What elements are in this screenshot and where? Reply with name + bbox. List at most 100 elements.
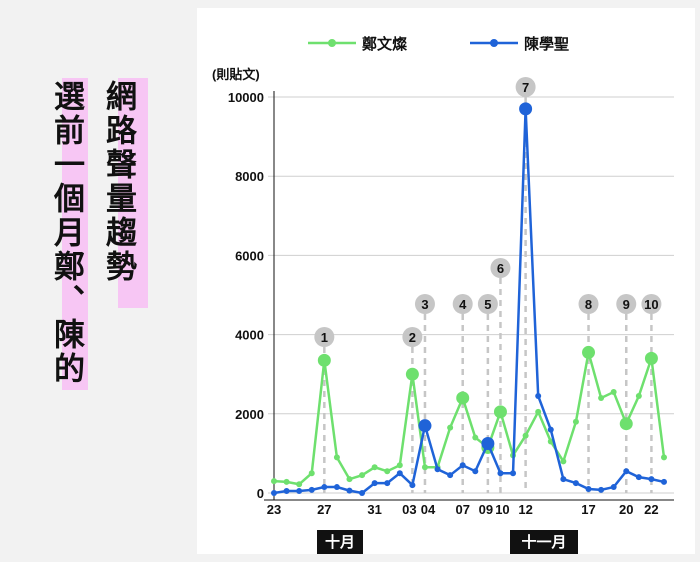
data-point bbox=[346, 487, 353, 494]
x-tick-label: 07 bbox=[455, 502, 469, 517]
data-point bbox=[409, 482, 416, 489]
annotation-marker bbox=[578, 294, 599, 314]
x-tick-label: 22 bbox=[644, 502, 658, 517]
data-point bbox=[384, 480, 391, 487]
data-point bbox=[317, 353, 331, 367]
data-point bbox=[271, 478, 277, 485]
data-point bbox=[308, 486, 315, 493]
annotation-marker bbox=[490, 258, 511, 278]
data-point bbox=[582, 345, 596, 359]
data-point bbox=[384, 468, 391, 475]
y-tick-label: 6000 bbox=[235, 248, 264, 263]
annotation-label: 3 bbox=[421, 297, 428, 312]
data-point bbox=[283, 488, 290, 495]
x-tick-label: 10 bbox=[495, 502, 509, 517]
data-point bbox=[421, 464, 428, 471]
data-point bbox=[308, 470, 315, 477]
data-point bbox=[535, 408, 542, 415]
data-point bbox=[610, 484, 617, 491]
series-line-0 bbox=[273, 352, 666, 486]
data-point bbox=[560, 476, 567, 483]
x-tick-label: 04 bbox=[421, 502, 436, 517]
data-point bbox=[371, 480, 378, 487]
data-point bbox=[648, 476, 655, 483]
data-point bbox=[661, 478, 667, 485]
data-point bbox=[472, 468, 479, 475]
month-label-november: 十一月 bbox=[510, 530, 578, 554]
legend-swatch-dot bbox=[490, 39, 498, 47]
data-point bbox=[346, 476, 353, 483]
data-point bbox=[661, 454, 667, 461]
data-point bbox=[619, 417, 633, 431]
annotation-label: 7 bbox=[522, 80, 529, 95]
annotation-label: 9 bbox=[623, 297, 630, 312]
data-point bbox=[481, 437, 495, 450]
data-point bbox=[447, 472, 454, 479]
data-point bbox=[560, 458, 567, 465]
data-point bbox=[333, 454, 340, 461]
annotation-marker bbox=[515, 77, 536, 97]
data-point bbox=[519, 102, 533, 116]
data-point bbox=[296, 488, 303, 495]
y-tick-label: 2000 bbox=[235, 407, 264, 422]
month-label-october: 十月 bbox=[317, 530, 363, 554]
annotation-label: 4 bbox=[459, 297, 467, 312]
legend-label: 陳學聖 bbox=[524, 35, 569, 53]
data-point bbox=[572, 480, 579, 487]
data-point bbox=[359, 472, 366, 479]
data-point bbox=[598, 486, 605, 493]
data-point bbox=[396, 462, 403, 469]
data-point bbox=[472, 434, 479, 441]
data-point bbox=[497, 470, 504, 477]
annotation-marker bbox=[616, 294, 637, 314]
data-point bbox=[321, 484, 328, 491]
data-point bbox=[610, 389, 617, 396]
data-point bbox=[418, 419, 432, 433]
y-axis-label: (則貼文) bbox=[212, 67, 260, 82]
data-point bbox=[535, 392, 542, 399]
data-point bbox=[644, 351, 658, 365]
annotation-marker bbox=[414, 294, 435, 314]
x-tick-label: 17 bbox=[581, 502, 595, 517]
data-point bbox=[434, 466, 441, 473]
y-tick-label: 4000 bbox=[235, 328, 264, 343]
y-tick-label: 10000 bbox=[228, 90, 264, 105]
data-point bbox=[283, 478, 290, 485]
data-point bbox=[456, 391, 470, 405]
data-point bbox=[585, 486, 592, 493]
data-point bbox=[635, 392, 642, 399]
data-point bbox=[359, 490, 366, 496]
data-point bbox=[396, 470, 403, 477]
annotation-label: 1 bbox=[321, 330, 328, 345]
annotation-marker bbox=[452, 294, 473, 314]
data-point bbox=[296, 481, 303, 488]
x-tick-label: 20 bbox=[619, 502, 633, 517]
legend-label: 鄭文燦 bbox=[362, 35, 408, 53]
x-tick-label: 12 bbox=[518, 502, 532, 517]
annotation-label: 6 bbox=[497, 261, 504, 276]
data-point bbox=[333, 484, 340, 491]
data-point bbox=[598, 394, 605, 401]
title-highlight-1 bbox=[118, 78, 148, 308]
headline-line1: 網路聲量趨勢 bbox=[100, 80, 136, 284]
data-point bbox=[459, 462, 466, 469]
y-tick-label: 8000 bbox=[235, 169, 264, 184]
annotation-label: 2 bbox=[409, 330, 416, 345]
annotation-label: 5 bbox=[484, 297, 491, 312]
x-tick-label: 23 bbox=[267, 502, 281, 517]
annotation-label: 10 bbox=[644, 297, 658, 312]
legend-swatch-dot bbox=[328, 39, 336, 47]
chart-paper bbox=[197, 8, 695, 554]
annotation-marker bbox=[402, 327, 423, 347]
x-tick-label: 31 bbox=[367, 502, 381, 517]
data-point bbox=[522, 432, 529, 439]
data-point bbox=[271, 490, 277, 496]
data-point bbox=[371, 464, 378, 471]
data-point bbox=[572, 418, 579, 425]
annotation-label: 8 bbox=[585, 297, 592, 312]
annotation-marker bbox=[314, 327, 335, 347]
data-point bbox=[493, 405, 507, 419]
annotation-marker bbox=[477, 294, 498, 314]
data-point bbox=[447, 424, 454, 431]
